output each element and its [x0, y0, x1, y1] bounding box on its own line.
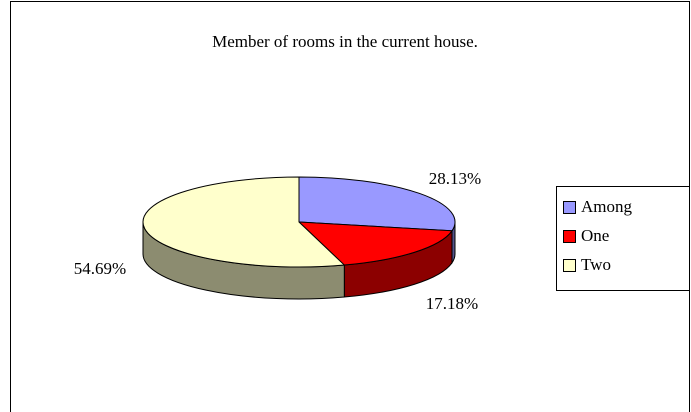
- legend-swatch: [563, 259, 576, 272]
- legend-swatch: [563, 230, 576, 243]
- legend-label: Among: [581, 197, 633, 216]
- chart-title: Member of rooms in the current house.: [212, 32, 478, 51]
- legend-swatch: [563, 201, 576, 214]
- data-label: 28.13%: [429, 169, 481, 188]
- pie-slice: [297, 221, 453, 266]
- pie-slice: [142, 176, 346, 268]
- pie-slice: [298, 176, 456, 232]
- legend-label: One: [581, 226, 609, 245]
- legend-box: [556, 186, 690, 291]
- data-label: 54.69%: [74, 259, 126, 278]
- legend-label: Two: [581, 255, 611, 274]
- data-label: 17.18%: [426, 294, 478, 313]
